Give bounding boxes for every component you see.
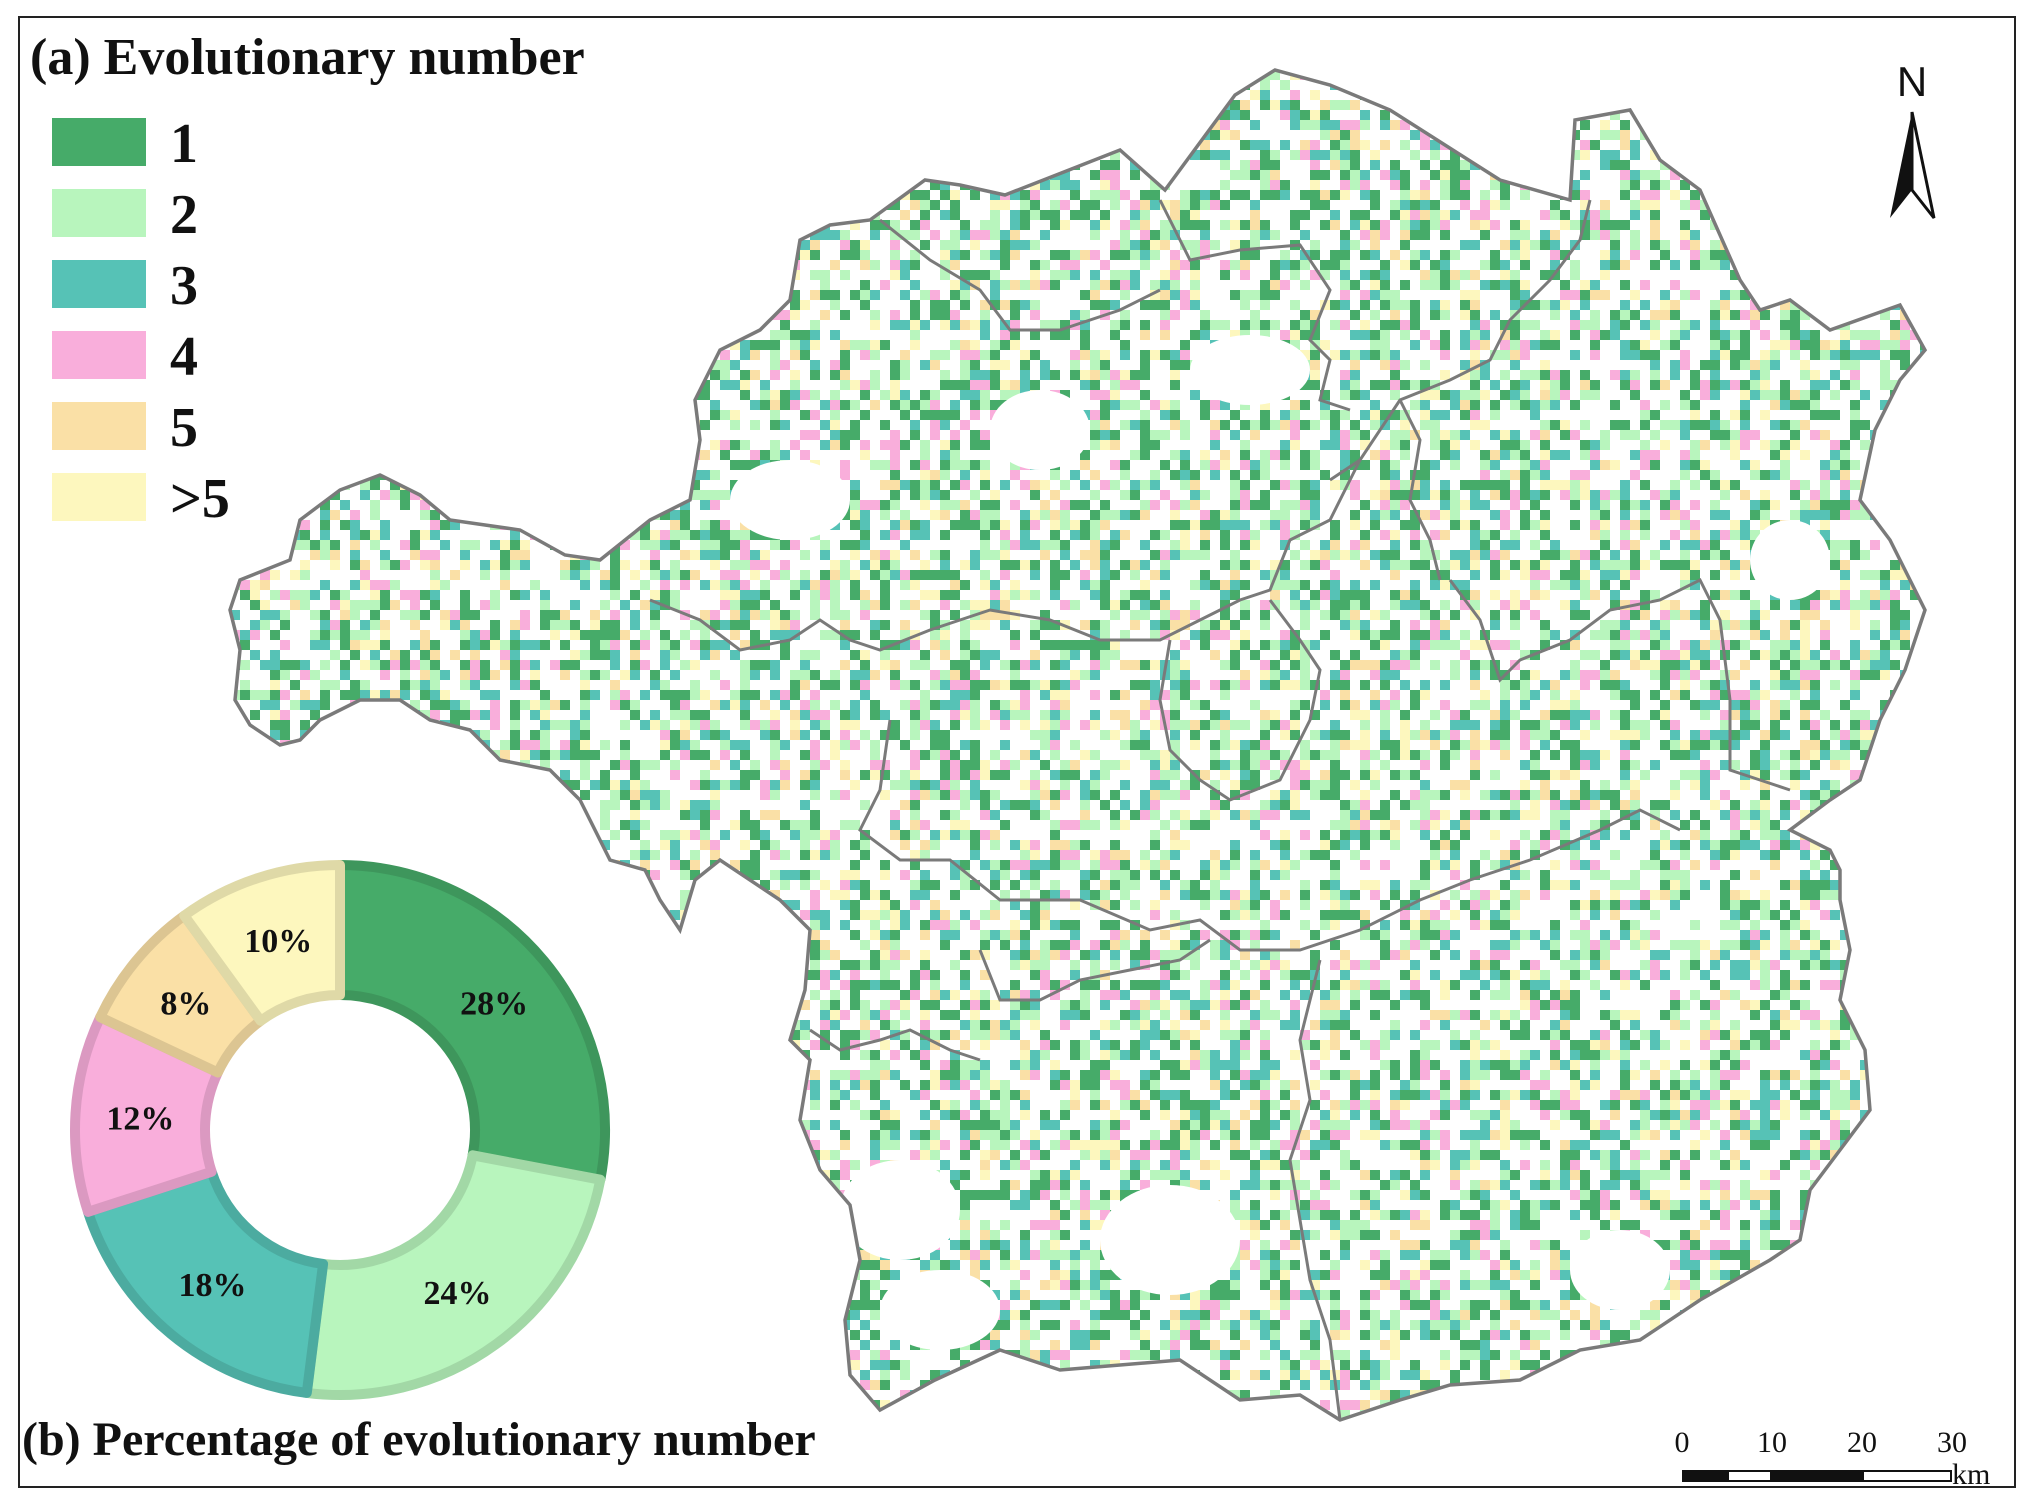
district-boundary	[1448, 577, 1791, 792]
legend-swatch	[52, 473, 146, 521]
scale-segment	[1862, 1470, 1952, 1482]
district-boundary	[858, 719, 1681, 952]
donut-slice	[335, 860, 610, 1185]
donut-slice-label: 8%	[160, 986, 211, 1023]
district-boundary	[1158, 199, 1351, 412]
district-boundary	[1329, 199, 1592, 482]
legend-label: 1	[170, 113, 198, 175]
north-label: N	[1896, 58, 1928, 105]
scale-tick-label: 30	[1937, 1426, 1967, 1459]
donut-slice	[301, 1150, 606, 1400]
donut-slice-label: 10%	[244, 923, 312, 960]
legend-label: 4	[170, 326, 198, 388]
district-boundaries	[649, 199, 1791, 1421]
legend-swatch	[52, 118, 146, 166]
map-title: (a) Evolutionary number	[30, 29, 585, 86]
scale-tick-label: 20	[1847, 1426, 1877, 1459]
donut-slice-label: 28%	[460, 986, 528, 1023]
legend-label: 2	[170, 184, 198, 246]
legend-label: 3	[170, 255, 198, 317]
legend-swatch	[52, 189, 146, 237]
district-boundary	[1288, 959, 1342, 1421]
legend-swatch	[52, 331, 146, 379]
donut-slice	[82, 1166, 329, 1398]
scale-tick-label: 0	[1674, 1426, 1690, 1459]
donut-slice-label: 18%	[179, 1267, 247, 1304]
percentage-donut-chart: 28% 24% 18% 12% 8% 10%	[69, 859, 611, 1401]
legend-swatch	[52, 260, 146, 308]
north-arrow-icon	[1890, 111, 1936, 219]
chart-title: (b) Percentage of evolutionary number	[22, 1413, 816, 1466]
scale-segment	[1727, 1470, 1772, 1482]
legend-label: >5	[170, 468, 230, 530]
scale-tick-label: 10	[1757, 1426, 1787, 1459]
scale-unit: km	[1952, 1458, 1991, 1491]
legend-label: 5	[170, 397, 198, 459]
district-boundary	[809, 1028, 981, 1062]
scale-segment	[1682, 1470, 1727, 1482]
district-boundary	[1398, 399, 1442, 581]
scale-segment	[1772, 1470, 1862, 1482]
district-boundary	[879, 218, 1161, 332]
donut-slice-label: 12%	[106, 1100, 174, 1137]
donut-slice-label: 24%	[424, 1275, 492, 1312]
district-boundary	[649, 459, 1362, 652]
district-boundary	[978, 938, 1211, 1002]
north-arrow: N	[1872, 58, 1952, 106]
legend-swatch	[52, 402, 146, 450]
blank-patches	[730, 335, 1830, 1350]
donut-slice	[179, 860, 345, 1026]
district-boundary	[1158, 599, 1322, 802]
